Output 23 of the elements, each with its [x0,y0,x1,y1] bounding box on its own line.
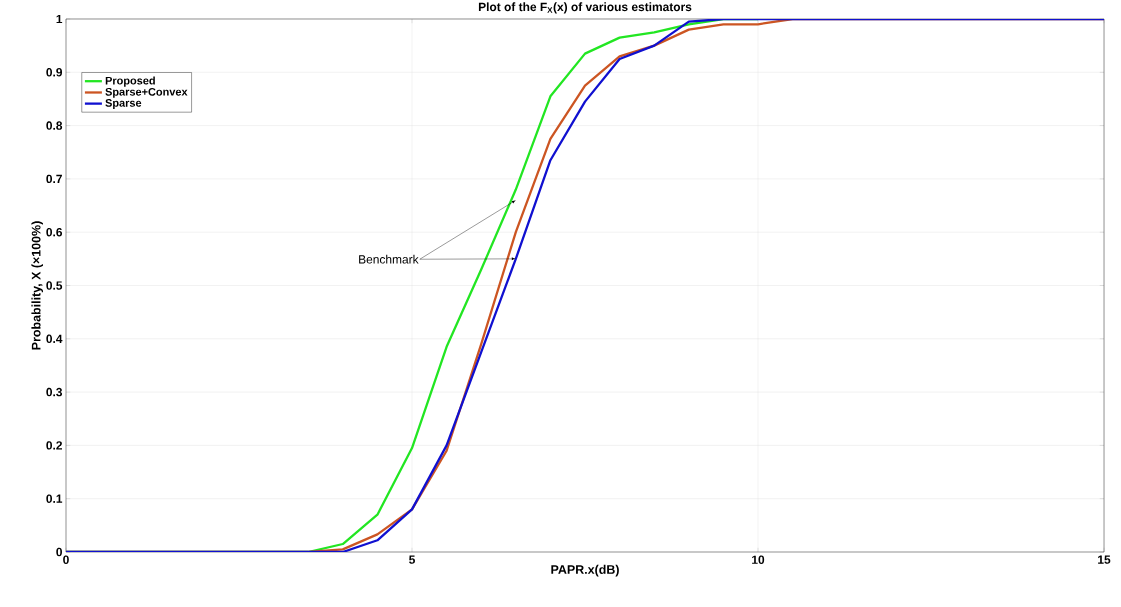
y-tick-label: 0.9 [46,68,63,77]
x-tick-label: 15 [1098,555,1111,564]
y-tick-label: 0.8 [46,121,63,130]
x-tick-label: 10 [752,555,765,564]
chart-title: Plot of the F$_{X}$(x) of various estimators [478,2,692,14]
line-series [66,19,1105,552]
y-tick-label: 0.4 [46,334,63,344]
x-axis-title: PAPR.x(dB) [551,564,619,577]
legend-label: Sparse+Convex [105,87,188,98]
y-tick-label: 0.6 [46,227,63,237]
y-tick-label: 0.7 [46,174,62,184]
annotation: Benchmark [359,254,419,264]
y-tick-label: 0.5 [46,281,63,290]
y-tick-label: 1 [56,14,63,24]
legend-label: Proposed [105,76,155,87]
y-tick-label: 0.1 [46,494,63,503]
y-axis-title: Probability, X (×100%) [31,221,44,350]
x-tick-label: 0 [63,555,69,564]
legend-label: Sparse [105,99,142,109]
y-tick-label: 0 [56,547,62,557]
y-tick-label: 0.2 [46,441,62,450]
x-tick-label: 5 [409,555,415,564]
y-tick-label: 0.3 [46,387,63,397]
